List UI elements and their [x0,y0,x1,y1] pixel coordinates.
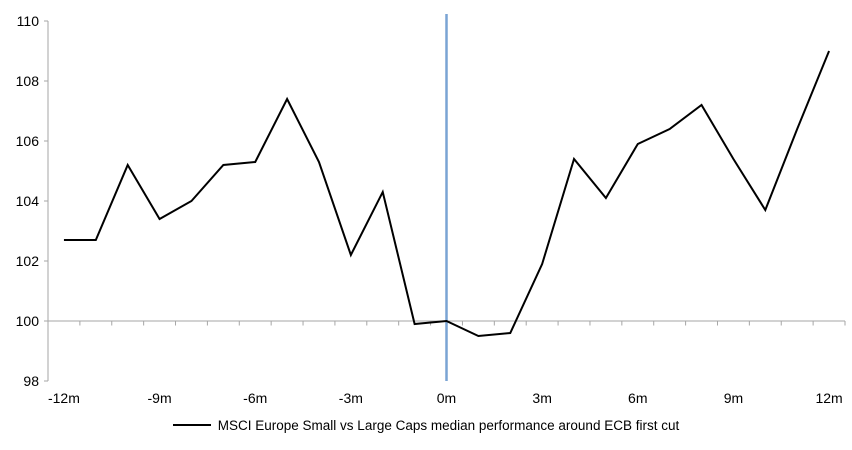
y-tick-label: 110 [17,13,40,29]
x-tick-label: -6m [243,390,267,406]
chart-legend: MSCI Europe Small vs Large Caps median p… [0,414,852,436]
x-tick-label: 3m [532,390,551,406]
y-tick-label: 104 [16,193,40,209]
legend-series-label: MSCI Europe Small vs Large Caps median p… [217,417,680,433]
y-tick-label: 102 [16,253,40,269]
x-tick-label: 6m [628,390,647,406]
x-tick-label: 9m [724,390,743,406]
x-tick-label: -12m [48,390,80,406]
y-tick-label: 100 [16,313,40,329]
x-tick-label: -9m [148,390,172,406]
legend-line-sample-icon [172,424,211,426]
y-tick-label: 106 [16,133,40,149]
x-tick-label: -3m [339,390,363,406]
x-tick-label: 12m [815,390,842,406]
line-chart-plot: 98 100 102 104 106 108 110 -12m -9m -6m -3m 0m 3m 6m 9… [16,13,846,406]
series-line [63,50,830,338]
x-tick-label: 0m [437,390,456,406]
y-tick-label: 108 [16,73,40,89]
y-tick-label: 98 [23,373,39,389]
